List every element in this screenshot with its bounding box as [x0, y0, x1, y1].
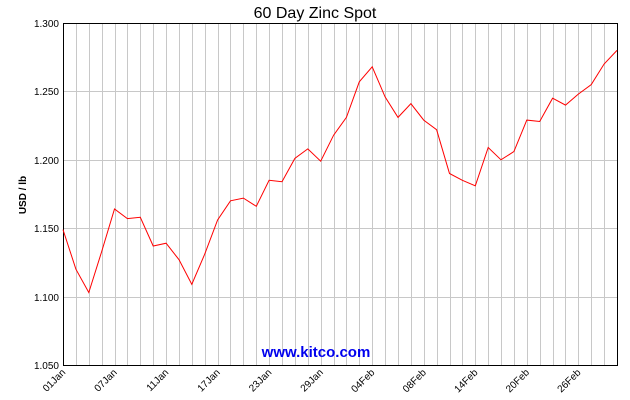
- x-tick-label: 23Jan: [247, 367, 274, 394]
- y-axis-ticks: 1.050 1.100 1.150 1.200 1.250 1.300: [34, 19, 59, 372]
- y-tick-label: 1.050: [34, 361, 59, 372]
- x-tick-label: 17Jan: [196, 367, 223, 394]
- watermark: www.kitco.com: [261, 344, 371, 361]
- x-tick-label: 11Jan: [145, 367, 172, 394]
- series-layer: [62, 50, 618, 294]
- x-tick-label: 14Feb: [453, 367, 481, 395]
- chart-title: 60 Day Zinc Spot: [254, 5, 377, 22]
- y-tick-label: 1.100: [34, 293, 59, 304]
- series-line: [62, 50, 618, 294]
- plot-area-border: [63, 23, 618, 366]
- x-tick-label: 20Feb: [504, 367, 532, 395]
- y-tick-label: 1.200: [34, 156, 59, 167]
- y-tick-label: 1.250: [34, 87, 59, 98]
- x-tick-label: 26Feb: [556, 367, 584, 395]
- x-tick-label: 07Jan: [93, 367, 120, 394]
- plot-border: [63, 23, 618, 366]
- grid-lines: [63, 23, 618, 366]
- y-tick-label: 1.300: [34, 19, 59, 30]
- y-axis-label: USD / lb: [18, 176, 29, 214]
- x-axis-ticks: 01Jan 07Jan 11Jan 17Jan 23Jan 29Jan 04Feb 08Feb…: [41, 367, 584, 395]
- x-tick-label: 04Feb: [349, 367, 377, 395]
- x-tick-label: 29Jan: [299, 367, 326, 394]
- y-tick-label: 1.150: [34, 224, 59, 235]
- x-tick-label: 08Feb: [401, 367, 429, 395]
